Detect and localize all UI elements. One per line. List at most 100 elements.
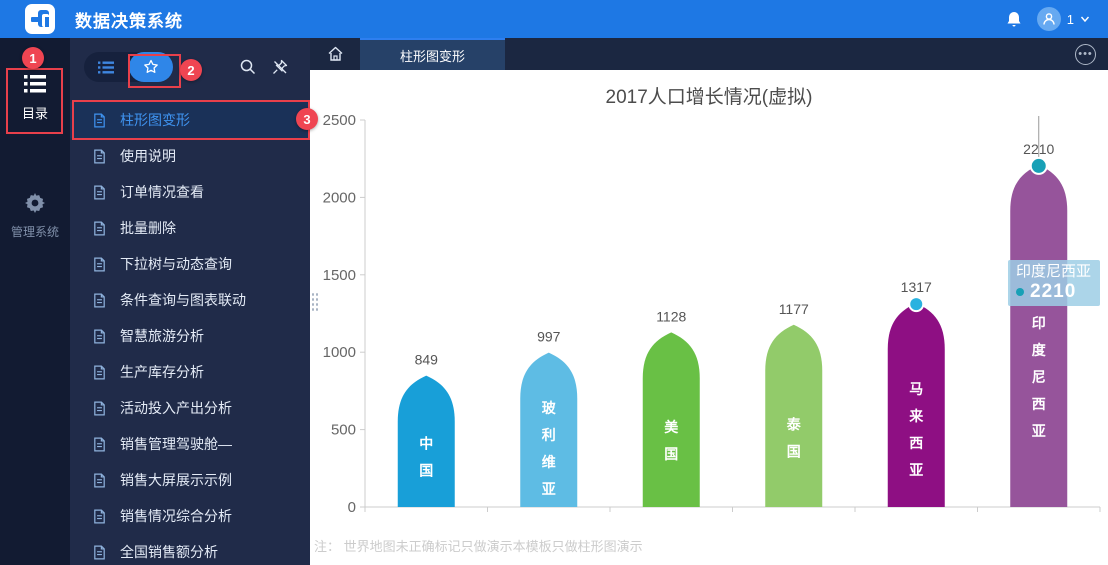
svg-text:中: 中: [419, 436, 433, 452]
document-icon: [94, 365, 105, 379]
sidebar-item-10[interactable]: 销售大屏展示示例: [70, 462, 310, 498]
unpin-icon[interactable]: [271, 58, 289, 81]
svg-text:马: 马: [909, 381, 923, 397]
sidebar-item-11[interactable]: 销售情况综合分析: [70, 498, 310, 534]
sidebar-item-label: 条件查询与图表联动: [120, 292, 246, 308]
person-icon: [1043, 13, 1055, 25]
sidebar-item-7[interactable]: 生产库存分析: [70, 354, 310, 390]
sidebar-item-label: 批量删除: [120, 220, 176, 236]
tab-chart-page[interactable]: 柱形图变形: [360, 38, 506, 70]
sidebar-item-label: 活动投入产出分析: [120, 400, 232, 416]
svg-text:来: 来: [908, 408, 924, 424]
rail-item-label: 管理系统: [10, 225, 59, 239]
report-content: 2017人口增长情况(虚拟) 0 500 1000 1500 2000 2500 中国玻利维…: [310, 70, 1108, 565]
rail-item-label: 目录: [21, 106, 48, 121]
tooltip-marker-dot: [1016, 288, 1024, 296]
sidebar-item-0[interactable]: 柱形图变形: [70, 102, 310, 138]
rail-item-catalog[interactable]: 目录: [0, 74, 70, 122]
svg-text:亚: 亚: [1032, 423, 1046, 439]
annotation-step-badge-2: 2: [180, 59, 202, 81]
sidebar-item-6[interactable]: 智慧旅游分析: [70, 318, 310, 354]
home-icon: [328, 46, 342, 61]
sidebar-item-5[interactable]: 条件查询与图表联动: [70, 282, 310, 318]
gear-icon: [25, 193, 45, 213]
svg-text:2210: 2210: [1023, 141, 1054, 157]
bar-玻利维亚[interactable]: [520, 352, 578, 507]
svg-text:国: 国: [787, 443, 801, 459]
svg-text:西: 西: [1032, 396, 1046, 412]
app-header: 数据决策系统 1: [0, 0, 1108, 38]
bar-chart[interactable]: 05001000150020002500中国玻利维亚美国泰国马来西亚印度尼西亚8…: [310, 70, 1108, 565]
svg-text:印: 印: [1032, 315, 1046, 331]
sidebar-item-label: 销售情况综合分析: [120, 508, 232, 524]
svg-text:1128: 1128: [656, 308, 686, 324]
sidebar-menu: 柱形图变形 使用说明 订单情况查看 批量删除 下拉树与动态查询 条件查询与图表联…: [70, 102, 310, 565]
bar-marker-dot: [908, 296, 925, 313]
sidebar-item-3[interactable]: 批量删除: [70, 210, 310, 246]
bar-印度尼西亚[interactable]: [1010, 164, 1068, 507]
annotation-step-badge-3: 3: [296, 108, 318, 130]
view-toggle: [84, 52, 173, 82]
svg-text:度: 度: [1032, 342, 1047, 358]
svg-text:亚: 亚: [909, 462, 923, 478]
chevron-down-icon: [1080, 16, 1090, 23]
document-icon: [94, 149, 105, 163]
chart-title: 2017人口增长情况(虚拟): [605, 87, 813, 108]
sidebar-item-12[interactable]: 全国销售额分析: [70, 534, 310, 565]
star-icon: [143, 59, 158, 73]
sidebar-item-label: 下拉树与动态查询: [120, 256, 232, 272]
home-tab[interactable]: [310, 38, 360, 70]
document-icon: [94, 221, 105, 235]
svg-text:维: 维: [542, 454, 556, 470]
list-view-button[interactable]: [84, 52, 129, 82]
sidebar-item-label: 全国销售额分析: [120, 544, 218, 560]
svg-text:1000: 1000: [323, 344, 356, 361]
svg-text:西: 西: [909, 435, 923, 451]
document-icon: [94, 437, 105, 451]
sidebar-item-1[interactable]: 使用说明: [70, 138, 310, 174]
bar-中国[interactable]: [397, 375, 455, 507]
bar-泰国[interactable]: [765, 324, 823, 507]
list-icon: [98, 61, 115, 73]
sidebar-item-2[interactable]: 订单情况查看: [70, 174, 310, 210]
svg-text:利: 利: [542, 427, 556, 443]
svg-text:1317: 1317: [901, 279, 932, 295]
bar-马来西亚[interactable]: [887, 303, 945, 507]
nav-rail: 目录 管理系统: [0, 38, 70, 565]
sidebar-item-4[interactable]: 下拉树与动态查询: [70, 246, 310, 282]
notification-bell-icon[interactable]: [1005, 10, 1023, 28]
sidebar-item-label: 销售大屏展示示例: [120, 472, 232, 488]
document-icon: [94, 113, 105, 127]
svg-text:1500: 1500: [323, 267, 356, 284]
rail-item-manage-system[interactable]: 管理系统: [0, 192, 70, 240]
sidebar-item-label: 销售管理驾驶舱—: [120, 436, 232, 452]
svg-text:美: 美: [664, 419, 679, 435]
svg-text:1177: 1177: [779, 301, 809, 317]
document-icon: [94, 257, 105, 271]
chart-tooltip: 印度尼西亚 2210: [1008, 260, 1100, 306]
favorites-view-button[interactable]: [128, 52, 173, 82]
user-menu[interactable]: 1: [1036, 7, 1090, 31]
search-icon[interactable]: [239, 58, 257, 81]
tab-bar: 柱形图变形 •••: [310, 38, 1108, 70]
document-icon: [94, 545, 105, 559]
user-avatar: [1036, 7, 1061, 31]
ellipsis-icon: •••: [1078, 48, 1093, 60]
sidebar-resize-handle[interactable]: [311, 292, 319, 312]
sidebar-item-label: 智慧旅游分析: [120, 328, 204, 344]
svg-text:亚: 亚: [542, 481, 556, 497]
svg-text:国: 国: [664, 446, 678, 462]
sidebar-item-9[interactable]: 销售管理驾驶舱—: [70, 426, 310, 462]
sidebar-item-8[interactable]: 活动投入产出分析: [70, 390, 310, 426]
svg-text:849: 849: [415, 352, 439, 368]
bar-marker-dot: [1029, 156, 1048, 175]
more-tabs-button[interactable]: •••: [1075, 44, 1096, 65]
svg-text:997: 997: [537, 329, 561, 345]
tab-label: 柱形图变形: [400, 48, 466, 64]
document-icon: [94, 473, 105, 487]
bar-美国[interactable]: [642, 332, 700, 507]
sidebar: 柱形图变形 使用说明 订单情况查看 批量删除 下拉树与动态查询 条件查询与图表联…: [70, 38, 310, 565]
svg-text:玻: 玻: [542, 400, 557, 416]
catalog-list-icon: [24, 75, 46, 93]
